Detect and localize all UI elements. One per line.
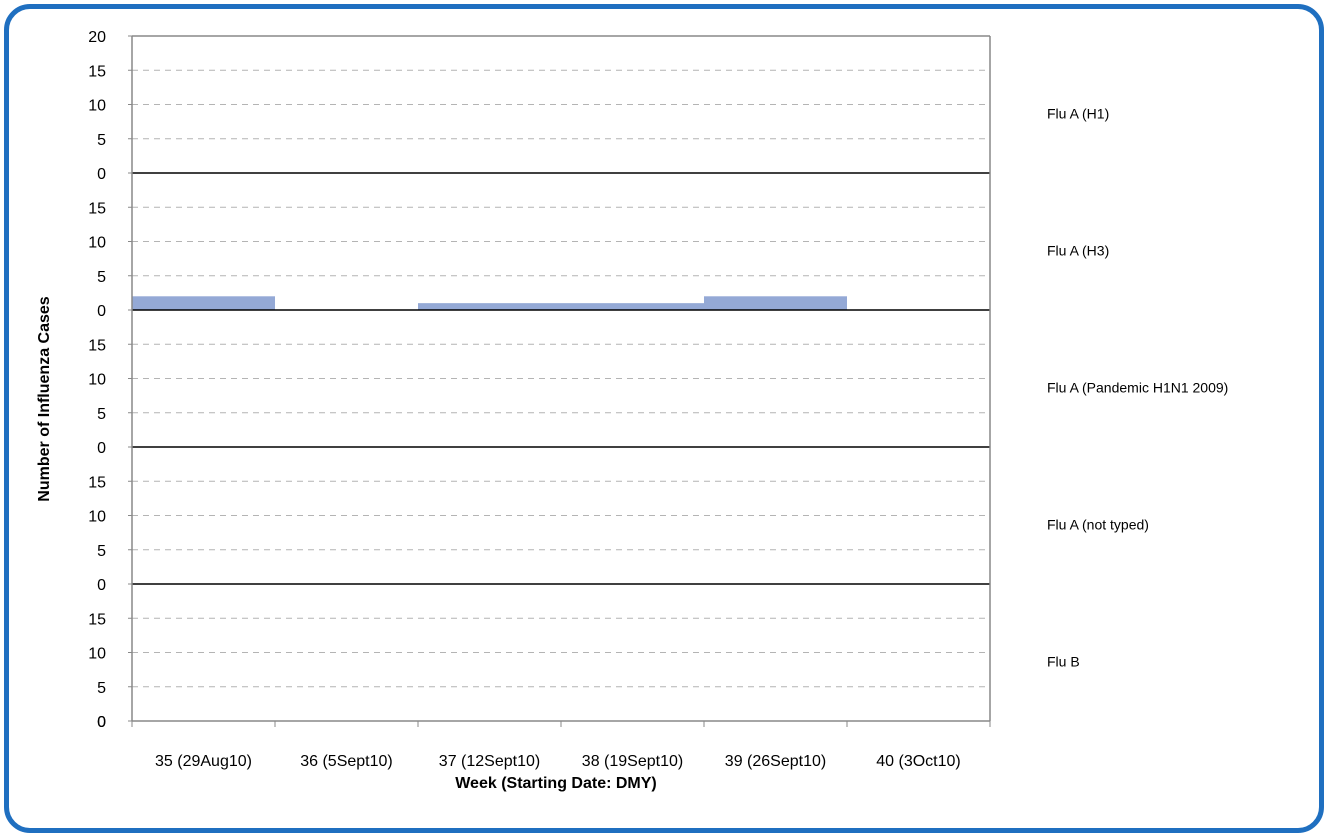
y-tick-label: 20 (88, 29, 106, 46)
x-tick-label: 39 (26Sept10) (725, 753, 826, 770)
y-tick-label: 15 (88, 200, 106, 217)
y-tick-label: 5 (97, 406, 106, 423)
y-tick-label: 0 (97, 577, 106, 594)
chart-frame (4, 4, 1324, 833)
y-tick-label: 15 (88, 337, 106, 354)
y-tick-label: 0 (97, 714, 106, 731)
y-tick-label: 10 (88, 509, 106, 526)
series-label: Flu A (H1) (1047, 106, 1109, 122)
series-label: Flu B (1047, 654, 1080, 670)
bar-layer (132, 296, 847, 310)
x-tick-label: 40 (3Oct10) (876, 753, 960, 770)
y-tick-label: 0 (97, 714, 106, 731)
bar-2-1 (132, 296, 275, 310)
axis-layer (128, 35, 991, 727)
y-tick-label: 10 (88, 98, 106, 115)
y-tick-label: 5 (97, 132, 106, 149)
y-tick-label: 15 (88, 474, 106, 491)
y-axis-title: Number of Influenza Cases (36, 296, 53, 501)
y-tick-label: 10 (88, 372, 106, 389)
x-axis-title: Week (Starting Date: DMY) (455, 775, 657, 792)
y-tick-label: 10 (88, 235, 106, 252)
x-tick-label: 36 (5Sept10) (300, 753, 393, 770)
x-tick-label: 35 (29Aug10) (155, 753, 252, 770)
x-tick-label: 37 (12Sept10) (439, 753, 540, 770)
bar-2-4 (561, 303, 704, 310)
y-tick-label: 0 (97, 440, 106, 457)
grid-layer (132, 69, 990, 688)
series-label: Flu A (Pandemic H1N1 2009) (1047, 380, 1228, 396)
y-tick-label: 0 (97, 166, 106, 183)
label-layer: 0 5 10 15 20 Flu A (H1) 0 5 10 15 Flu A (H3) 0 5 10 15… (88, 29, 1228, 770)
y-tick-label: 10 (88, 646, 106, 663)
bar-2-5 (704, 296, 847, 310)
y-tick-label: 15 (88, 63, 106, 80)
y-tick-label: 5 (97, 680, 106, 697)
y-tick-label: 5 (97, 269, 106, 286)
series-label: Flu A (not typed) (1047, 517, 1149, 533)
series-label: Flu A (H3) (1047, 243, 1109, 259)
bar-2-3 (418, 303, 561, 310)
x-tick-label: 38 (19Sept10) (582, 753, 683, 770)
y-tick-label: 15 (88, 611, 106, 628)
y-tick-label: 0 (97, 303, 106, 320)
y-tick-label: 5 (97, 543, 106, 560)
